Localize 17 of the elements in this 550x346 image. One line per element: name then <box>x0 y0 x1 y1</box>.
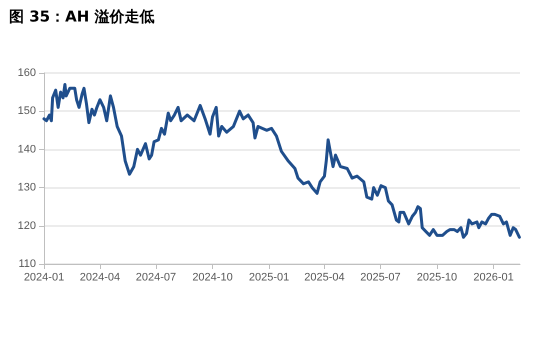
chart-title: 图 35：AH 溢价走低 <box>9 8 154 26</box>
x-tick-label: 2026-01 <box>473 272 514 284</box>
y-tick-label: 140 <box>18 143 36 156</box>
x-tick-label: 2024-10 <box>192 272 233 284</box>
y-tick-label: 120 <box>18 220 36 232</box>
x-tick-label: 2024-01 <box>24 272 64 284</box>
x-tick-label: 2024-07 <box>136 272 176 284</box>
x-tick-label: 2024-04 <box>80 272 120 284</box>
y-tick-label: 110 <box>18 258 36 270</box>
y-tick-label: 160 <box>18 67 36 79</box>
y-tick-label: 150 <box>18 105 36 118</box>
x-tick-label: 2025-07 <box>360 272 401 284</box>
y-tick-label: 130 <box>18 182 36 194</box>
line-series <box>42 82 521 239</box>
x-tick-label: 2025-10 <box>416 272 458 284</box>
x-tick-label: 2025-01 <box>248 272 290 284</box>
x-tick-label: 2025-04 <box>304 272 345 284</box>
